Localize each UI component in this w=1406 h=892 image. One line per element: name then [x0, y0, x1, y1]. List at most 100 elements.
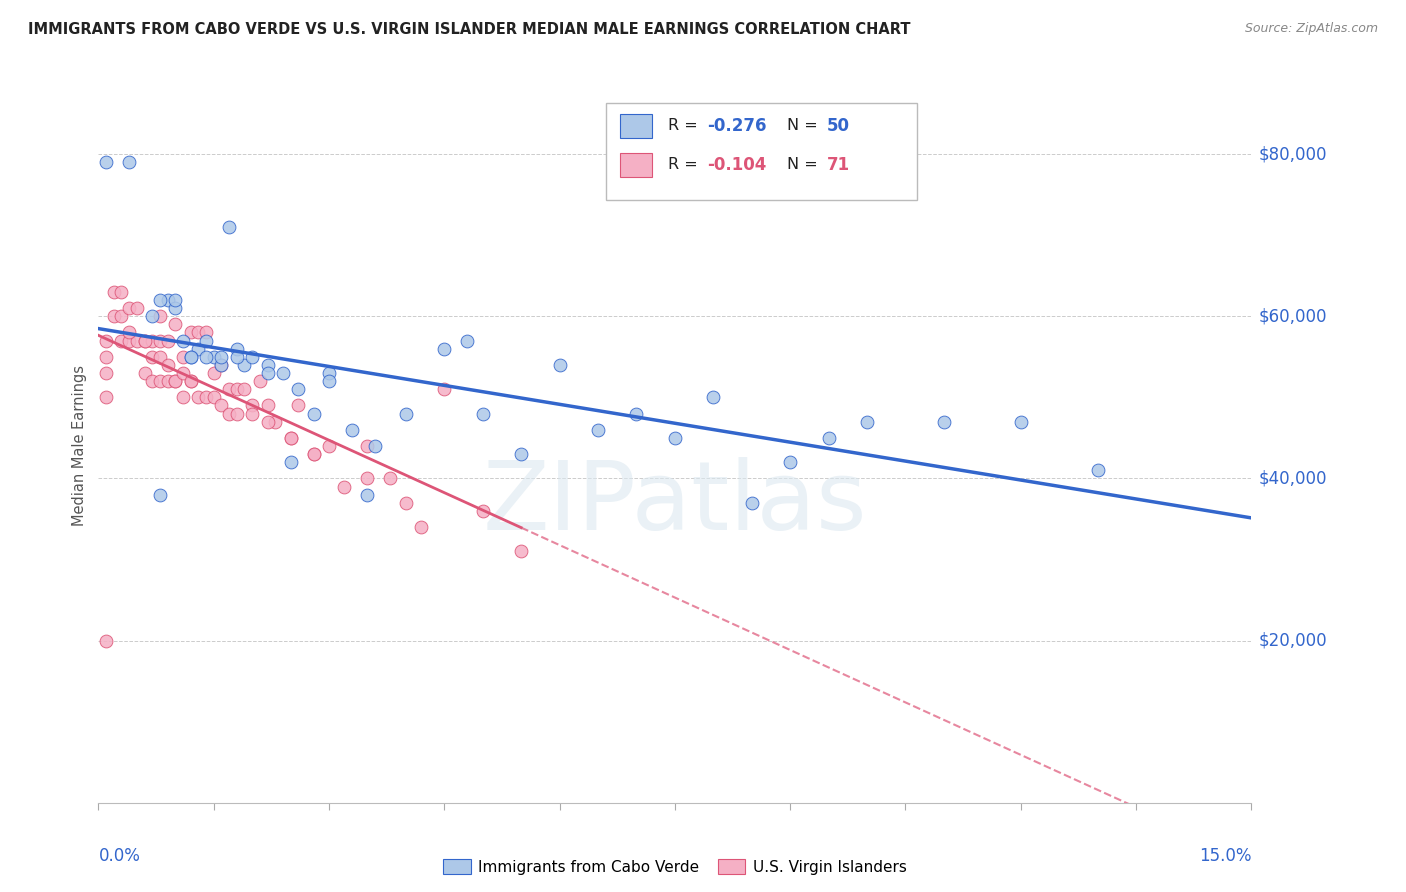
Point	[172, 350, 194, 364]
Bar	[620, 114, 652, 137]
Point	[395, 407, 418, 421]
Point	[302, 407, 325, 421]
Point	[626, 407, 648, 421]
Point	[187, 342, 209, 356]
Point	[165, 293, 187, 307]
Point	[240, 350, 263, 364]
Point	[218, 382, 240, 396]
Point	[380, 471, 402, 485]
Point	[433, 382, 456, 396]
Point	[149, 334, 172, 348]
Point	[209, 358, 232, 372]
Point	[110, 285, 132, 299]
Point	[225, 407, 247, 421]
Point	[271, 366, 294, 380]
Point	[318, 374, 340, 388]
Point	[156, 334, 179, 348]
Point	[932, 415, 955, 429]
Point	[195, 334, 218, 348]
Point	[195, 350, 218, 364]
Text: 50: 50	[827, 117, 851, 135]
Point	[195, 390, 218, 404]
Point	[134, 334, 156, 348]
Point	[225, 342, 247, 356]
Point	[156, 374, 179, 388]
Point	[779, 455, 801, 469]
Text: Source: ZipAtlas.com: Source: ZipAtlas.com	[1244, 22, 1378, 36]
Point	[165, 301, 187, 315]
Point	[141, 350, 163, 364]
Point	[218, 220, 240, 235]
Point	[264, 415, 287, 429]
Point	[172, 334, 194, 348]
Point	[225, 350, 247, 364]
Point	[94, 633, 117, 648]
Point	[356, 488, 378, 502]
Point	[149, 310, 172, 324]
Point	[149, 374, 172, 388]
Point	[218, 407, 240, 421]
Bar	[620, 153, 652, 177]
Point	[356, 471, 378, 485]
Point	[249, 374, 271, 388]
Point	[180, 350, 202, 364]
Point	[149, 350, 172, 364]
Point	[165, 318, 187, 332]
Point	[280, 431, 302, 445]
Point	[118, 326, 141, 340]
Text: R =: R =	[668, 118, 703, 133]
Point	[302, 447, 325, 461]
Point	[586, 423, 609, 437]
Point	[187, 390, 209, 404]
Point	[433, 342, 456, 356]
Text: $80,000: $80,000	[1258, 145, 1327, 163]
Point	[103, 310, 125, 324]
Point	[280, 455, 302, 469]
Point	[456, 334, 478, 348]
Point	[364, 439, 387, 453]
Point	[1010, 415, 1032, 429]
Point	[333, 479, 356, 493]
Point	[94, 366, 117, 380]
Point	[110, 334, 132, 348]
Text: N =: N =	[787, 118, 823, 133]
Point	[202, 390, 225, 404]
Point	[165, 374, 187, 388]
Point	[202, 350, 225, 364]
Point	[280, 431, 302, 445]
Text: R =: R =	[668, 157, 703, 172]
Point	[118, 334, 141, 348]
Point	[256, 366, 278, 380]
Point	[125, 334, 148, 348]
Point	[149, 293, 172, 307]
Bar	[606, 103, 917, 200]
Point	[195, 326, 218, 340]
Text: 15.0%: 15.0%	[1199, 847, 1251, 865]
Point	[302, 447, 325, 461]
Point	[510, 544, 533, 558]
Text: $20,000: $20,000	[1258, 632, 1327, 649]
Point	[209, 358, 232, 372]
Point	[134, 366, 156, 380]
Point	[172, 366, 194, 380]
Text: $60,000: $60,000	[1258, 307, 1327, 326]
Point	[287, 382, 309, 396]
Point	[187, 326, 209, 340]
Point	[240, 399, 263, 413]
Text: 0.0%: 0.0%	[98, 847, 141, 865]
Point	[156, 293, 179, 307]
Point	[94, 155, 117, 169]
Point	[856, 415, 879, 429]
Legend: Immigrants from Cabo Verde, U.S. Virgin Islanders: Immigrants from Cabo Verde, U.S. Virgin …	[437, 853, 912, 880]
Text: $40,000: $40,000	[1258, 469, 1327, 487]
Point	[110, 310, 132, 324]
Point	[548, 358, 571, 372]
Point	[741, 496, 763, 510]
Text: N =: N =	[787, 157, 823, 172]
Point	[180, 350, 202, 364]
Point	[664, 431, 686, 445]
Point	[209, 350, 232, 364]
Point	[233, 358, 256, 372]
Point	[103, 285, 125, 299]
Point	[149, 488, 172, 502]
